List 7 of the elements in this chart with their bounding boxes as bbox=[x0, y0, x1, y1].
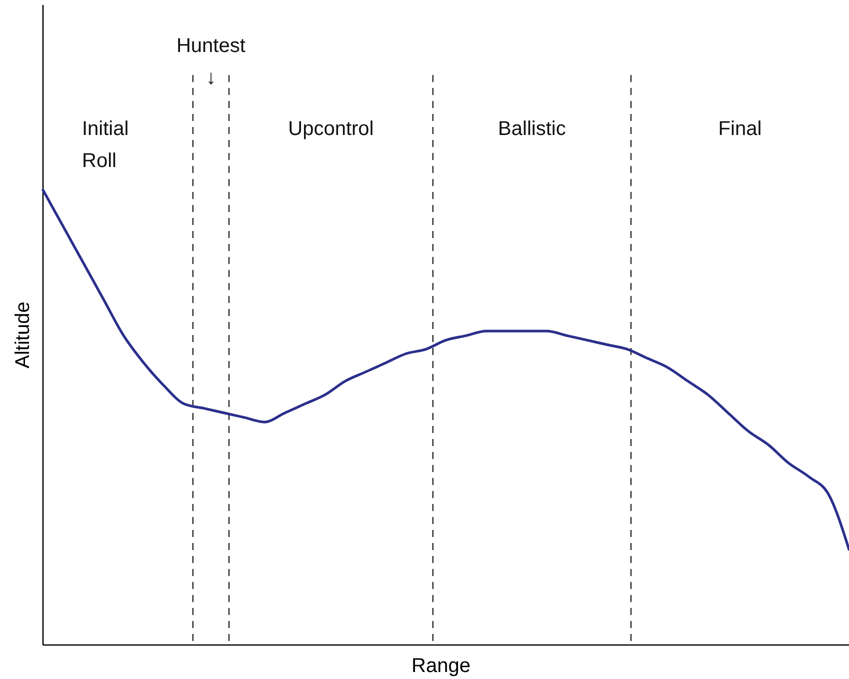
y-axis-title: Altitude bbox=[12, 302, 34, 368]
text: Initial Roll bbox=[82, 118, 129, 172]
text: Final bbox=[718, 118, 762, 140]
text: Upcontrol bbox=[288, 118, 374, 140]
text: Ballistic bbox=[498, 118, 566, 140]
text: Huntest ↓ bbox=[176, 35, 246, 89]
x-axis-title: Range bbox=[412, 655, 470, 677]
